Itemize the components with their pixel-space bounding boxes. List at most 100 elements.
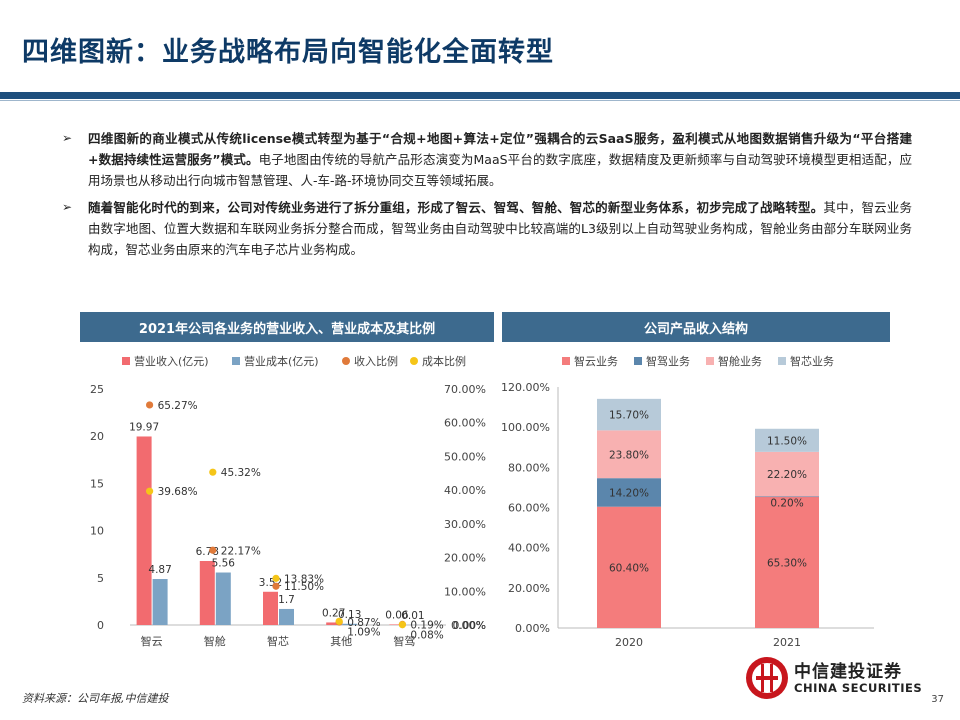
cost-data-label: 0.01 [401, 610, 424, 622]
revenue-ratio-point [272, 582, 280, 590]
revenue-bar [389, 624, 405, 625]
cost-data-label: 4.87 [148, 564, 171, 576]
y-tick-label: 120.00% [502, 381, 550, 394]
cost-bar [215, 572, 231, 625]
segment-data-label: 0.20% [770, 497, 803, 509]
cost-ratio-point [146, 487, 154, 495]
chart1-title: 2021年公司各业务的营业收入、营业成本及其比例 [80, 312, 494, 342]
legend-swatch [342, 357, 350, 365]
legend-label: 智驾业务 [646, 354, 690, 368]
y-right-tick-label: 50.00% [444, 450, 486, 463]
chart2-title: 公司产品收入结构 [502, 312, 890, 342]
stack-segment [597, 398, 661, 431]
cost-data-label: 5.56 [212, 558, 236, 570]
legend-label: 智云业务 [574, 354, 618, 368]
cost-ratio-point [335, 617, 343, 625]
y-right-tick-label: 20.00% [444, 552, 486, 565]
y-right-tick-label: 0.00% [451, 619, 486, 632]
bullet-bold-text: 四维图新的商业模式从传统license模式转型为基于“合规+地图+算法+定位”强… [88, 131, 912, 167]
stack-segment [755, 496, 819, 628]
stack-segment [597, 506, 661, 628]
source-note: 资料来源：公司年报,中信建投 [22, 692, 169, 705]
page-number: 37 [931, 694, 944, 705]
cost-data-label: 0.13 [338, 609, 361, 621]
legend-label: 智舱业务 [718, 354, 762, 368]
cost-ratio-point [209, 468, 217, 476]
y-right-tick-label: 70.00% [444, 383, 486, 396]
y-tick-label: 20.00% [508, 582, 550, 595]
x-tick-label: 智舱 [204, 634, 226, 648]
legend-label: 营业成本(亿元) [244, 354, 319, 368]
y-left-tick-label: 15 [90, 477, 104, 490]
y-tick-label: 0.00% [515, 622, 550, 635]
company-logo: 中信建投证券 CHINA SECURITIES [744, 655, 934, 701]
y-right-tick-label: 40.00% [444, 484, 486, 497]
legend-swatch [562, 357, 570, 365]
legend-swatch [778, 357, 786, 365]
stack-segment [597, 430, 661, 479]
legend-label: 营业收入(亿元) [134, 354, 209, 368]
cost-ratio-label: 45.32% [221, 467, 261, 479]
y-left-tick-label: 25 [90, 383, 104, 396]
revenue-structure-chart: 智云业务 智驾业务 智舱业务 智芯业务 0.00% 20.00% 40.00% 60.00% 8… [502, 354, 874, 649]
logo-english: CHINA SECURITIES [794, 681, 923, 695]
segment-data-label: 11.50% [767, 435, 807, 447]
x-tick-label: 智云 [141, 634, 163, 648]
extra-data-label: 0.00% [453, 620, 486, 632]
stack-segment [597, 478, 661, 507]
revenue-ratio-point [209, 546, 217, 554]
logo-chinese: 中信建投证券 [794, 662, 902, 682]
arrow-icon: ➢ [62, 131, 73, 145]
revenue-data-label: 0.27 [322, 607, 345, 619]
x-tick-label: 2020 [615, 636, 643, 649]
y-left-tick-label: 10 [90, 525, 104, 538]
x-tick-label: 智驾 [393, 634, 415, 648]
header-rule [0, 92, 960, 99]
revenue-cost-chart: 营业收入(亿元) 营业成本(亿元) 收入比例 成本比例 0 5 10 15 20 25 0.00% 1… [90, 354, 486, 648]
x-tick-label: 2021 [773, 636, 801, 649]
cost-bar [152, 579, 168, 625]
cost-bar [342, 623, 358, 625]
stack-segment [755, 496, 819, 498]
revenue-ratio-label: 22.17% [221, 545, 261, 557]
revenue-ratio-label: 0.87% [347, 617, 380, 629]
revenue-ratio-point [146, 401, 154, 409]
x-tick-label: 智芯 [267, 634, 289, 648]
revenue-bar [263, 591, 278, 625]
y-right-tick-label: 30.00% [444, 518, 486, 531]
cost-ratio-label: 1.09% [347, 626, 380, 638]
bullet-text: 电子地图由传统的导航产品形态演变为MaaS平台的数字底座，数据精度及更新频率与自… [88, 152, 912, 188]
bullet-text: 其中，智云业务由数字地图、位置大数据和车联网业务拆分整合而成，智驾业务由自动驾驶… [88, 200, 912, 257]
legend-swatch [706, 357, 714, 365]
y-tick-label: 80.00% [508, 461, 550, 474]
header-rule-thin [0, 100, 960, 101]
arrow-icon: ➢ [62, 200, 73, 214]
revenue-bar [326, 622, 342, 625]
legend-label: 收入比例 [354, 354, 398, 368]
segment-data-label: 15.70% [609, 410, 649, 422]
legend-label: 成本比例 [422, 354, 466, 368]
y-right-tick-label: 10.00% [444, 585, 486, 598]
revenue-bar [136, 436, 152, 625]
legend-swatch [122, 357, 130, 365]
x-tick-label: 其他 [330, 635, 352, 648]
y-left-tick-label: 5 [97, 572, 104, 585]
bullet-item: ➢ 四维图新的商业模式从传统license模式转型为基于“合规+地图+算法+定位… [62, 128, 912, 191]
legend-swatch [232, 357, 240, 365]
cost-bar [279, 608, 294, 625]
legend-swatch [634, 357, 642, 365]
revenue-ratio-label: 0.19% [410, 619, 443, 631]
revenue-data-label: 0.06 [385, 609, 409, 621]
legend-label: 智芯业务 [790, 354, 834, 368]
bullet-list: ➢ 四维图新的商业模式从传统license模式转型为基于“合规+地图+算法+定位… [62, 128, 912, 266]
cost-ratio-point [272, 574, 280, 582]
bullet-bold-text: 随着智能化时代的到来，公司对传统业务进行了拆分重组，形成了智云、智驾、智舱、智芯… [88, 200, 824, 215]
cost-ratio-label: 0.08% [410, 630, 443, 642]
page-title: 四维图新：业务战略布局向智能化全面转型 [22, 37, 554, 68]
cost-ratio-point [398, 621, 406, 629]
segment-data-label: 23.80% [609, 449, 649, 461]
revenue-ratio-label: 65.27% [158, 400, 198, 412]
y-left-tick-label: 20 [90, 430, 104, 443]
y-right-tick-label: 60.00% [444, 417, 486, 430]
segment-data-label: 22.20% [767, 469, 807, 481]
